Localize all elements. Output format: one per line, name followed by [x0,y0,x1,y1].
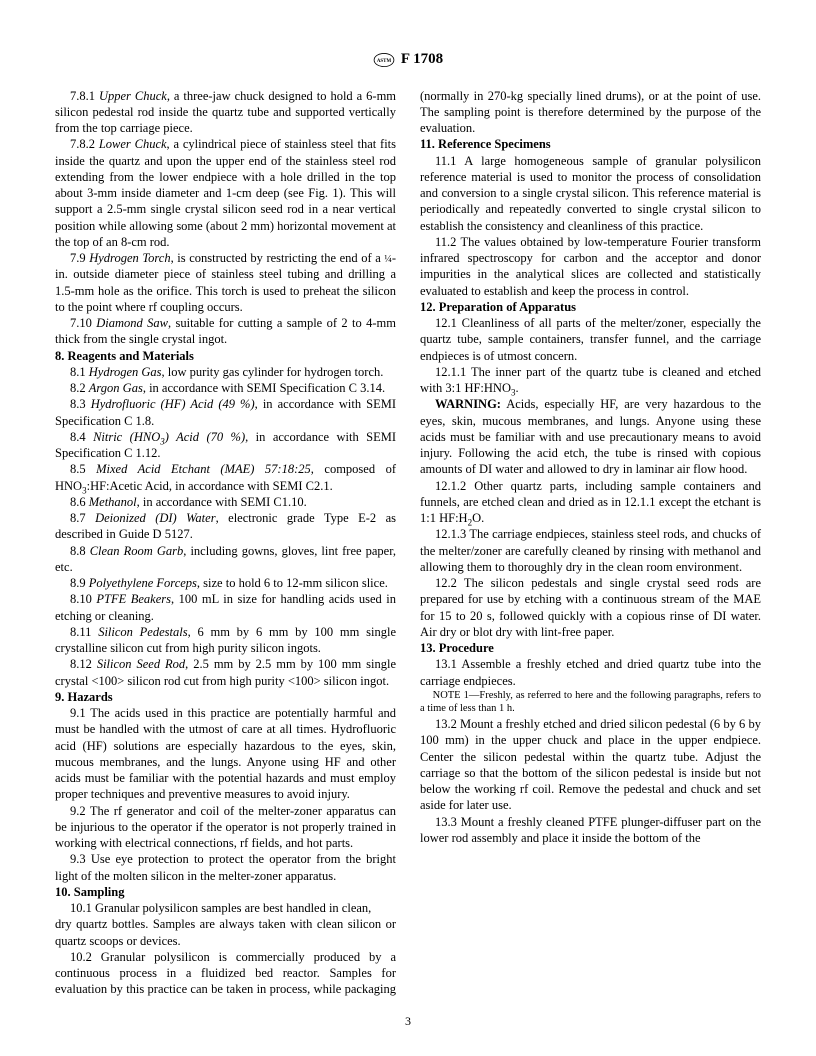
body-columns: 7.8.1 Upper Chuck, a three-jaw chuck des… [55,88,761,1008]
para-12-2: 12.2 The silicon pedestals and single cr… [420,575,761,640]
para-8-3: 8.3 Hydrofluoric (HF) Acid (49 %), in ac… [55,396,396,429]
svg-text:ASTM: ASTM [377,59,392,64]
section-12-head: 12. Preparation of Apparatus [420,299,761,315]
section-13-head: 13. Procedure [420,640,761,656]
para-8-8: 8.8 Clean Room Garb, including gowns, gl… [55,543,396,576]
note-1: NOTE 1—Freshly, as referred to here and … [420,689,761,716]
section-9-head: 9. Hazards [55,689,396,705]
para-12-1-1: 12.1.1 The inner part of the quartz tube… [420,364,761,397]
section-8-head: 8. Reagents and Materials [55,348,396,364]
para-13-1: 13.1 Assemble a freshly etched and dried… [420,656,761,689]
section-11-head: 11. Reference Specimens [420,136,761,152]
para-8-11: 8.11 Silicon Pedestals, 6 mm by 6 mm by … [55,624,396,657]
page-header: ASTM F 1708 [55,50,761,70]
para-8-6: 8.6 Methanol, in accordance with SEMI C1… [55,494,396,510]
section-10-head: 10. Sampling [55,884,396,900]
para-11-2: 11.2 The values obtained by low-temperat… [420,234,761,299]
para-8-2: 8.2 Argon Gas, in accordance with SEMI S… [55,380,396,396]
para-8-5: 8.5 Mixed Acid Etchant (MAE) 57:18:25, c… [55,461,396,494]
para-7-9: 7.9 Hydrogen Torch, is constructed by re… [55,250,396,315]
para-8-4: 8.4 Nitric (HNO3) Acid (70 %), in accord… [55,429,396,462]
para-13-3: 13.3 Mount a freshly cleaned PTFE plunge… [420,814,761,847]
page-number: 3 [0,1014,816,1030]
para-7-8-1: 7.8.1 Upper Chuck, a three-jaw chuck des… [55,88,396,137]
warning-label: WARNING: [435,397,501,411]
standard-number: F 1708 [401,50,443,70]
para-11-1: 11.1 A large homogeneous sample of granu… [420,153,761,234]
para-8-7: 8.7 Deionized (DI) Water, electronic gra… [55,510,396,543]
para-13-2: 13.2 Mount a freshly etched and dried si… [420,716,761,814]
para-12-1-3: 12.1.3 The carriage endpieces, stainless… [420,526,761,575]
note-1-label: NOTE 1— [433,690,480,701]
para-10-1: 10.1 Granular polysilicon samples are be… [55,900,396,916]
para-12-1-2: 12.1.2 Other quartz parts, including sam… [420,478,761,527]
para-7-8-2: 7.8.2 Lower Chuck, a cylindrical piece o… [55,136,396,250]
para-9-1: 9.1 The acids used in this practice are … [55,705,396,803]
para-7-10: 7.10 Diamond Saw, suitable for cutting a… [55,315,396,348]
para-8-12: 8.12 Silicon Seed Rod, 2.5 mm by 2.5 mm … [55,656,396,689]
para-9-2: 9.2 The rf generator and coil of the mel… [55,803,396,852]
para-12-1: 12.1 Cleanliness of all parts of the mel… [420,315,761,364]
para-10-1-cont: dry quartz bottles. Samples are always t… [55,916,396,949]
para-9-3: 9.3 Use eye protection to protect the op… [55,851,396,884]
para-8-9: 8.9 Polyethylene Forceps, size to hold 6… [55,575,396,591]
astm-logo-icon: ASTM [373,51,395,69]
para-8-10: 8.10 PTFE Beakers, 100 mL in size for ha… [55,591,396,624]
para-warning: WARNING: Acids, especially HF, are very … [420,396,761,477]
para-8-1: 8.1 Hydrogen Gas, low purity gas cylinde… [55,364,396,380]
